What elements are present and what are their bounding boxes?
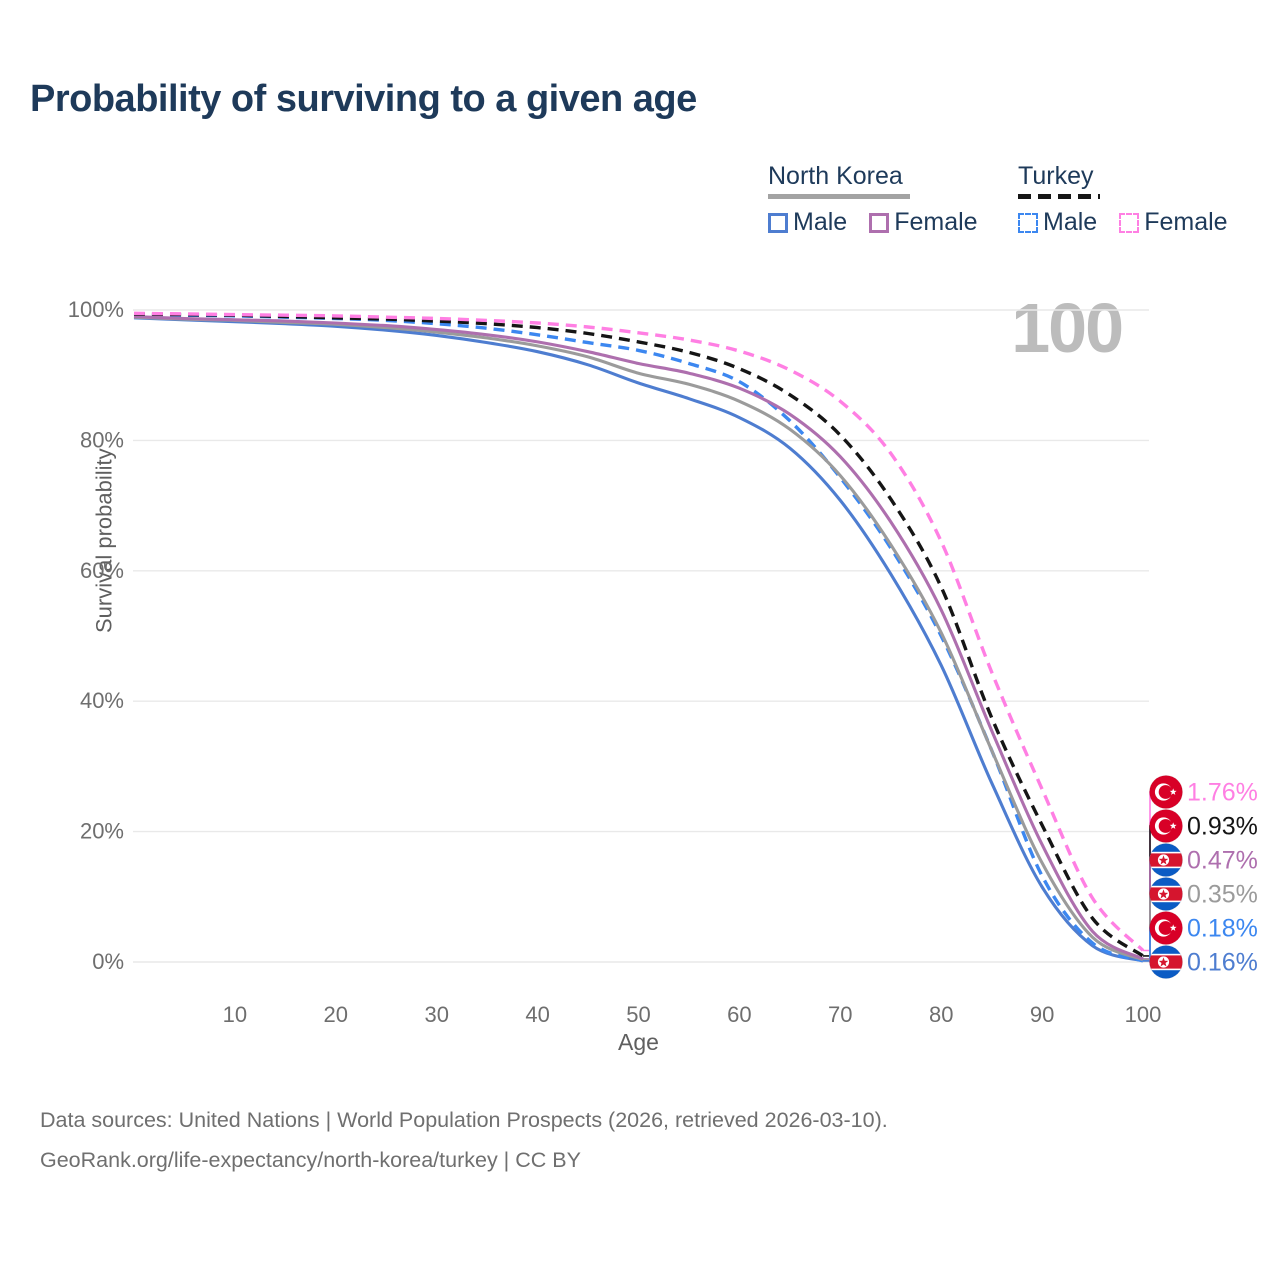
x-tick-label: 30 [424,1002,448,1027]
turkey-flag-icon [1149,809,1183,843]
data-sources-line: Data sources: United Nations | World Pop… [40,1108,888,1132]
x-tick-label: 60 [727,1002,751,1027]
y-tick-label: 60% [80,558,124,583]
end-label-turkey-male: 0.18% [1187,915,1258,943]
y-tick-label: 100% [68,297,124,322]
page-title: Probability of surviving to a given age [30,78,697,120]
north-korea-flag-icon [1149,877,1183,911]
attribution-line: GeoRank.org/life-expectancy/north-korea/… [40,1148,581,1172]
end-labels: 1.76% 0.93% 0.47% 0.35% 0.18% 0.16% [1143,775,1258,979]
footer: Data sources: United Nations | World Pop… [40,1100,888,1180]
x-tick-label: 70 [828,1002,852,1027]
legend-item-north-korea-female[interactable]: Female [894,208,978,236]
turkey-male-swatch-icon[interactable] [1018,212,1038,233]
x-tick-label: 100 [1125,1002,1162,1027]
north-korea-female-swatch-icon[interactable] [869,212,890,233]
turkey-flag-icon [1149,775,1183,809]
legend-item-turkey-female[interactable]: Female [1144,208,1228,236]
series-line-turkey-female[interactable] [133,311,1145,952]
series-line-north-korea[interactable] [133,315,1144,962]
series-line-north-korea-female[interactable] [133,314,1144,961]
series-line-turkey-male[interactable] [133,312,1144,963]
legend-north-korea: North Korea Male Female [768,162,978,237]
north-korea-flag-icon [1149,945,1183,979]
end-label-north-korea: 0.35% [1187,881,1258,909]
turkey-female-swatch-icon[interactable] [1119,212,1140,233]
legend-north-korea-title[interactable]: North Korea [768,162,903,190]
age-counter-watermark: 100 [1011,289,1124,367]
end-label-north-korea-female: 0.47% [1187,847,1258,875]
x-tick-label: 20 [324,1002,348,1027]
turkey-flag-icon [1149,911,1183,945]
gridlines: 0% 20% 40% 60% 80% 100% [68,297,1149,974]
north-korea-flag-icon [1149,843,1183,877]
x-tick-label: 90 [1030,1002,1054,1027]
series-line-north-korea-male[interactable] [133,316,1144,963]
legend-item-north-korea-male[interactable]: Male [793,208,848,236]
x-tick-label: 50 [626,1002,650,1027]
end-label-turkey-female: 1.76% [1187,779,1258,807]
x-tick-label: 40 [525,1002,549,1027]
legend-turkey: Turkey Male Female [1018,162,1228,237]
x-axis-title: Age [618,1029,659,1055]
y-tick-label: 20% [80,819,124,844]
end-label-turkey: 0.93% [1187,813,1258,841]
y-tick-label: 80% [80,427,124,452]
legend-turkey-title[interactable]: Turkey [1018,162,1094,190]
north-korea-line-sample [768,194,910,199]
series-lines [133,311,1145,963]
legend-item-turkey-male[interactable]: Male [1043,208,1098,236]
x-tick-label: 10 [223,1002,247,1027]
y-tick-label: 40% [80,688,124,713]
x-tick-label: 80 [929,1002,953,1027]
north-korea-male-swatch-icon[interactable] [768,212,788,233]
turkey-line-sample [1018,194,1100,199]
y-tick-label: 0% [92,949,124,974]
series-line-turkey[interactable] [133,312,1145,958]
end-label-north-korea-male: 0.16% [1187,949,1258,977]
